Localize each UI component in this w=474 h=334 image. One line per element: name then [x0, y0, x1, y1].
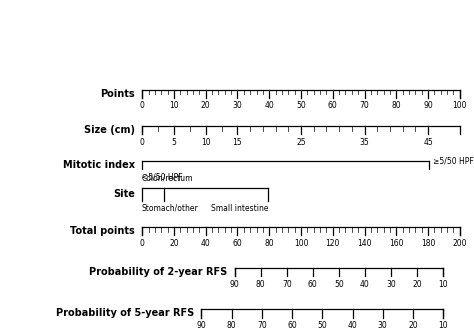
Text: 50: 50 [334, 280, 344, 289]
Text: 80: 80 [264, 239, 274, 247]
Text: 120: 120 [326, 239, 340, 247]
Text: ≥5/50 HPF: ≥5/50 HPF [433, 156, 474, 165]
Text: Small intestine: Small intestine [211, 204, 268, 213]
Text: 80: 80 [392, 102, 401, 111]
Text: 90: 90 [423, 102, 433, 111]
Text: 30: 30 [378, 321, 388, 330]
Text: 30: 30 [386, 280, 396, 289]
Text: 5: 5 [172, 138, 176, 147]
Text: 90: 90 [230, 280, 239, 289]
Text: Mitotic index: Mitotic index [63, 160, 135, 170]
Text: <5/50 HPF: <5/50 HPF [142, 172, 183, 181]
Text: Size (cm): Size (cm) [84, 125, 135, 135]
Text: 80: 80 [227, 321, 237, 330]
Text: 10: 10 [201, 138, 210, 147]
Text: 0: 0 [140, 239, 145, 247]
Text: 80: 80 [256, 280, 265, 289]
Text: Site: Site [113, 189, 135, 199]
Text: 40: 40 [360, 280, 370, 289]
Text: 40: 40 [201, 239, 210, 247]
Text: 20: 20 [408, 321, 418, 330]
Text: 60: 60 [308, 280, 318, 289]
Text: 20: 20 [412, 280, 422, 289]
Text: 45: 45 [423, 138, 433, 147]
Text: 10: 10 [169, 102, 179, 111]
Text: 40: 40 [347, 321, 357, 330]
Text: 90: 90 [197, 321, 206, 330]
Text: 200: 200 [453, 239, 467, 247]
Text: 0: 0 [140, 138, 145, 147]
Text: 0: 0 [140, 102, 145, 111]
Text: 25: 25 [296, 138, 306, 147]
Text: 50: 50 [318, 321, 327, 330]
Text: 60: 60 [233, 239, 242, 247]
Text: 60: 60 [287, 321, 297, 330]
Text: 70: 70 [257, 321, 267, 330]
Text: 10: 10 [438, 280, 448, 289]
Text: Stomach/other: Stomach/other [141, 204, 198, 213]
Text: 60: 60 [328, 102, 337, 111]
Text: 70: 70 [282, 280, 292, 289]
Text: 100: 100 [453, 102, 467, 111]
Text: 35: 35 [360, 138, 369, 147]
Text: 20: 20 [201, 102, 210, 111]
Text: 15: 15 [233, 138, 242, 147]
Text: 20: 20 [169, 239, 179, 247]
Text: 10: 10 [438, 321, 448, 330]
Text: 140: 140 [357, 239, 372, 247]
Text: Points: Points [100, 89, 135, 99]
Text: Colon/rectum: Colon/rectum [141, 174, 193, 183]
Text: 50: 50 [296, 102, 306, 111]
Text: 30: 30 [233, 102, 242, 111]
Text: Probability of 5-year RFS: Probability of 5-year RFS [56, 309, 194, 319]
Text: 100: 100 [294, 239, 308, 247]
Text: GIST Nomogram for Recurrence Free Survival: GIST Nomogram for Recurrence Free Surviv… [32, 15, 442, 30]
Text: 160: 160 [389, 239, 403, 247]
Text: 70: 70 [360, 102, 369, 111]
Text: 40: 40 [264, 102, 274, 111]
Text: Total points: Total points [70, 226, 135, 236]
Text: 180: 180 [421, 239, 435, 247]
Text: Probability of 2-year RFS: Probability of 2-year RFS [89, 267, 228, 277]
